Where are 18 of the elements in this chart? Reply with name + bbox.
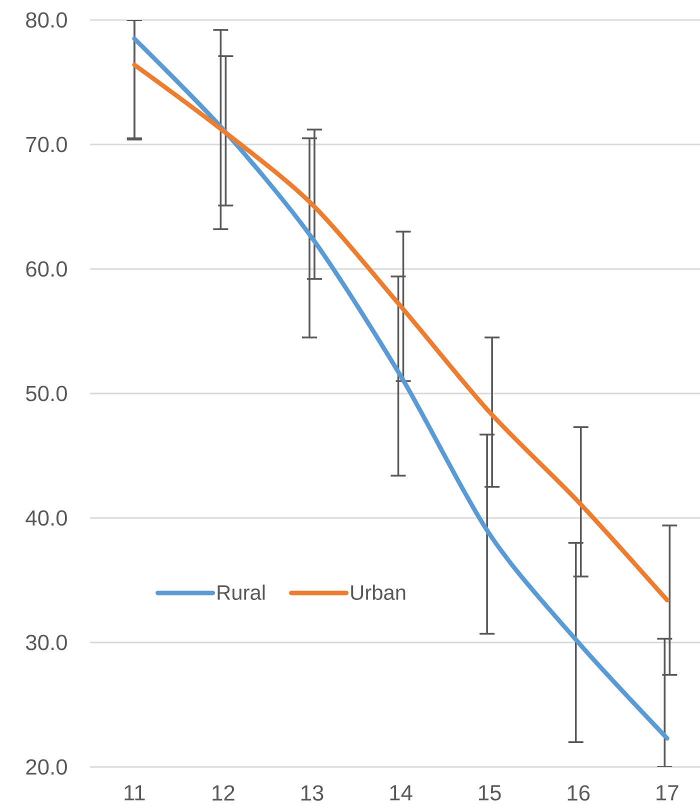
legend-label: Rural	[218, 584, 265, 600]
line-series	[132, 36, 670, 741]
y-tick-label: 30.0	[26, 634, 67, 650]
x-tick-label: 17	[656, 785, 678, 800]
x-tick-label: 15	[479, 785, 501, 800]
legend-label: Urban	[351, 584, 406, 600]
x-tick-label: 11	[124, 785, 145, 800]
y-tick-label: 70.0	[26, 136, 67, 152]
x-tick-label: 16	[568, 785, 590, 801]
y-tick-label: 80.0	[26, 12, 67, 28]
y-tick-label: 20.0	[26, 759, 67, 775]
y-tick-label: 40.0	[26, 510, 67, 526]
x-tick-label: 13	[301, 785, 324, 801]
x-tick-label: 14	[390, 785, 412, 800]
y-tick-label: 60.0	[26, 261, 67, 277]
x-tick-label: 12	[212, 785, 234, 801]
y-tick-label: 50.0	[26, 386, 67, 402]
line-series	[132, 62, 670, 602]
